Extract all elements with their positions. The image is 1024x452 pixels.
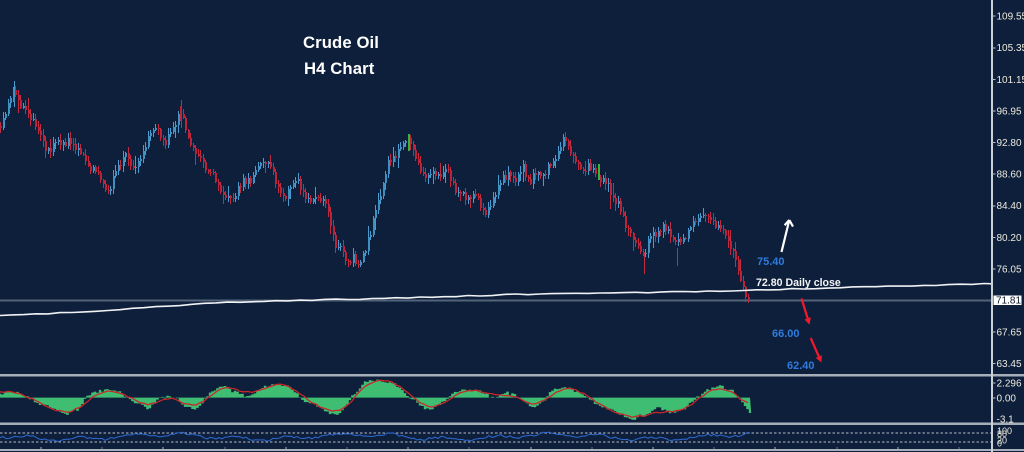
svg-text:76.05: 76.05 xyxy=(997,264,1022,275)
svg-text:105.35: 105.35 xyxy=(997,43,1024,54)
svg-text:Crude Oil: Crude Oil xyxy=(303,33,379,52)
svg-text:88.60: 88.60 xyxy=(997,170,1022,181)
svg-text:2.296: 2.296 xyxy=(997,378,1022,389)
svg-text:66.00: 66.00 xyxy=(772,328,800,340)
svg-text:84.40: 84.40 xyxy=(997,201,1022,212)
svg-text:96.95: 96.95 xyxy=(997,106,1022,117)
svg-text:0: 0 xyxy=(997,439,1002,449)
svg-text:71.81: 71.81 xyxy=(996,296,1021,307)
svg-text:100: 100 xyxy=(997,426,1012,436)
svg-text:0.00: 0.00 xyxy=(997,393,1017,404)
svg-text:-3.1: -3.1 xyxy=(997,414,1015,425)
svg-text:63.45: 63.45 xyxy=(997,359,1022,370)
svg-text:67.65: 67.65 xyxy=(997,327,1022,338)
svg-text:80.20: 80.20 xyxy=(997,233,1022,244)
svg-text:75.40: 75.40 xyxy=(757,256,785,268)
svg-text:80: 80 xyxy=(997,429,1007,439)
svg-text:62.40: 62.40 xyxy=(787,360,815,372)
svg-text:109.55: 109.55 xyxy=(997,12,1024,23)
svg-text:20: 20 xyxy=(997,436,1007,446)
svg-text:72.80 Daily close: 72.80 Daily close xyxy=(756,277,841,289)
svg-text:H4 Chart: H4 Chart xyxy=(304,59,375,78)
svg-text:92.80: 92.80 xyxy=(997,138,1022,149)
svg-text:101.15: 101.15 xyxy=(997,75,1024,86)
